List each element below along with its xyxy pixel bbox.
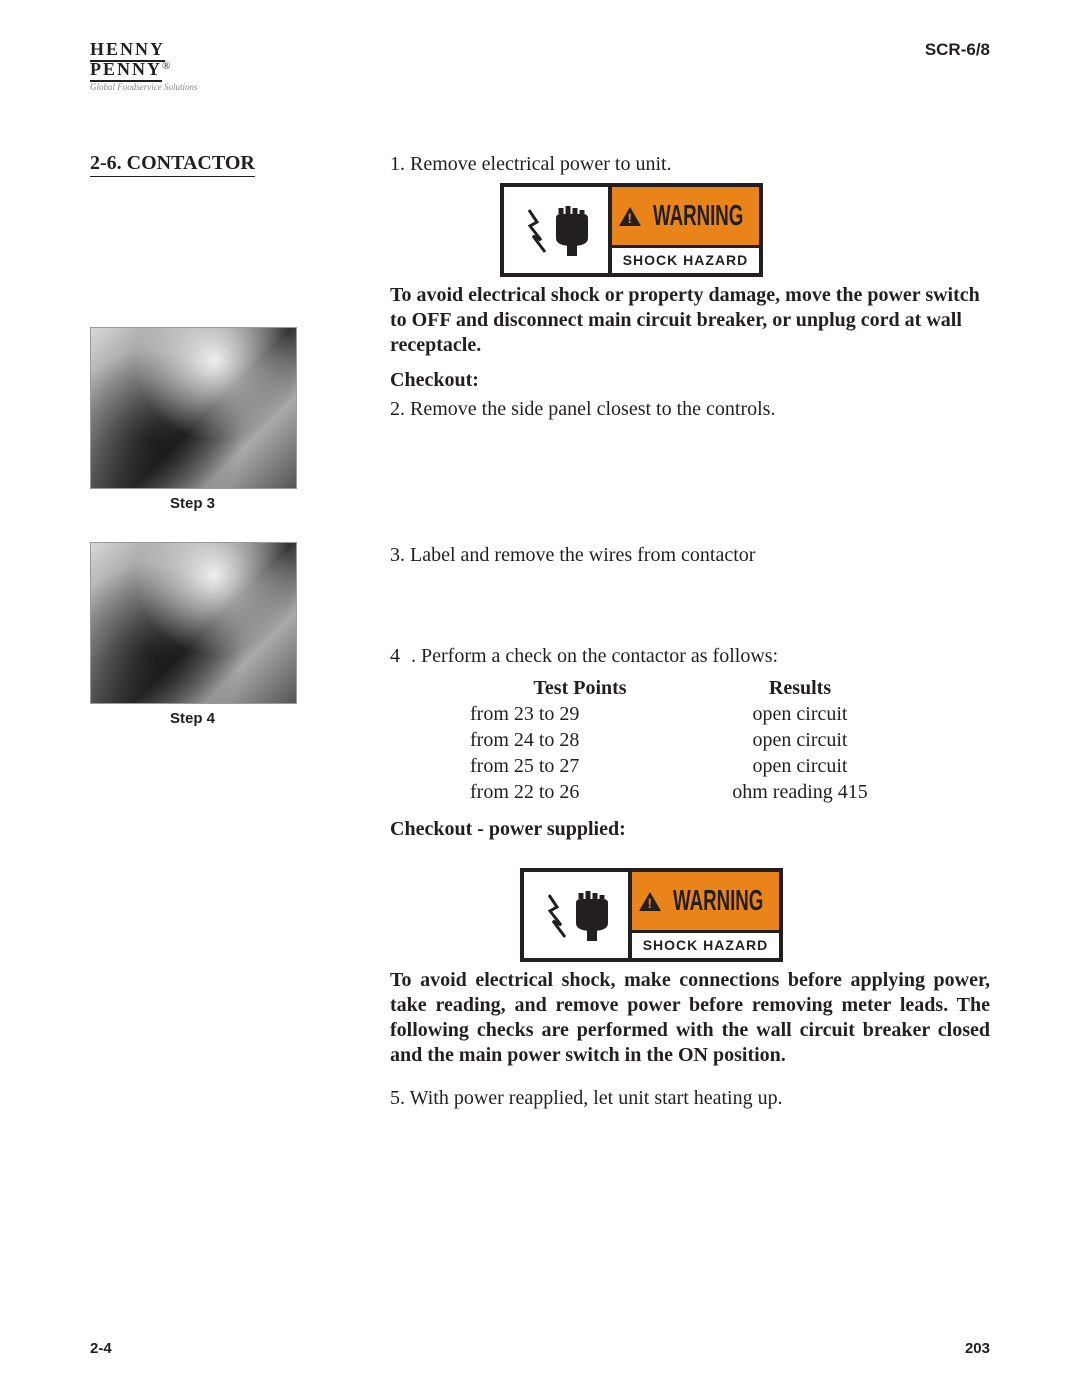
step-4-text: 4 . Perform a check on the contactor as … xyxy=(390,644,990,669)
logo-tagline: Global Foodservice Solutions xyxy=(90,82,235,92)
step-5-text: 5. With power reapplied, let unit start … xyxy=(390,1086,990,1111)
table-row: from 25 to 27 open circuit xyxy=(470,753,990,779)
spacer xyxy=(390,428,990,543)
warning-right-panel: WARNING SHOCK HAZARD xyxy=(612,187,759,273)
table-row: from 23 to 29 open circuit xyxy=(470,701,990,727)
figure-caption: Step 3 xyxy=(90,495,295,512)
table-row: from 24 to 28 open circuit xyxy=(470,727,990,753)
checkout-power-heading: Checkout - power supplied: xyxy=(390,817,990,842)
table-row: from 22 to 26 ohm reading 415 xyxy=(470,779,990,805)
shock-icon xyxy=(524,872,632,958)
logo-text: HENNY PENNY xyxy=(90,39,165,82)
cell-result: open circuit xyxy=(690,727,910,753)
warning-right-panel: WARNING SHOCK HAZARD xyxy=(632,872,779,958)
content-columns: 2-6. CONTACTOR Step 3 Step 4 1. Remove e… xyxy=(90,152,990,1117)
warning-2-text: To avoid electrical shock, make connecti… xyxy=(390,968,990,1068)
document-id: SCR-6/8 xyxy=(925,40,990,60)
figure-step-4: Step 4 xyxy=(90,542,390,727)
spacer xyxy=(390,842,990,862)
page: HENNY PENNY® Global Foodservice Solution… xyxy=(0,0,1080,1397)
cell-test-point: from 25 to 27 xyxy=(470,753,690,779)
warning-header-bar: WARNING xyxy=(612,187,759,245)
warning-word: WARNING xyxy=(653,198,743,234)
spacer xyxy=(390,574,990,644)
cell-test-point: from 23 to 29 xyxy=(470,701,690,727)
step-2-text: 2. Remove the side panel closest to the … xyxy=(390,397,990,422)
section-title: 2-6. CONTACTOR xyxy=(90,152,255,177)
cell-test-point: from 24 to 28 xyxy=(470,727,690,753)
cell-result: open circuit xyxy=(690,701,910,727)
step-4-body: . Perform a check on the contactor as fo… xyxy=(411,645,778,667)
step-1-text: 1. Remove electrical power to unit. xyxy=(390,152,990,177)
right-column: 1. Remove electrical power to unit. WARN… xyxy=(390,152,990,1117)
checkout-heading: Checkout: xyxy=(390,368,990,393)
figure-step-3: Step 3 xyxy=(90,327,390,512)
footer-page-number: 203 xyxy=(965,1340,990,1357)
cell-result: ohm reading 415 xyxy=(690,779,910,805)
col-header-results: Results xyxy=(690,675,910,701)
warning-sign: WARNING SHOCK HAZARD xyxy=(520,868,783,962)
table-header-row: Test Points Results xyxy=(470,675,990,701)
spacer xyxy=(390,1068,990,1086)
cell-test-point: from 22 to 26 xyxy=(470,779,690,805)
shock-icon xyxy=(504,187,612,273)
test-points-table: Test Points Results from 23 to 29 open c… xyxy=(470,675,990,805)
warning-1-text: To avoid electrical shock or property da… xyxy=(390,283,990,358)
step-4-number: 4 xyxy=(390,645,406,667)
page-footer: 2-4 203 xyxy=(90,1340,990,1357)
registered-mark: ® xyxy=(162,60,170,72)
col-header-test-points: Test Points xyxy=(470,675,690,701)
page-header: HENNY PENNY® Global Foodservice Solution… xyxy=(90,40,990,92)
warning-hazard-label: SHOCK HAZARD xyxy=(632,930,779,959)
figure-image-placeholder xyxy=(90,327,297,489)
warning-sign: WARNING SHOCK HAZARD xyxy=(500,183,763,277)
alert-triangle-icon xyxy=(619,207,641,226)
figure-caption: Step 4 xyxy=(90,710,295,727)
left-column: 2-6. CONTACTOR Step 3 Step 4 xyxy=(90,152,390,1117)
warning-hazard-label: SHOCK HAZARD xyxy=(612,245,759,274)
brand-logo: HENNY PENNY® Global Foodservice Solution… xyxy=(90,40,235,92)
step-3-text: 3. Label and remove the wires from conta… xyxy=(390,543,990,568)
figure-image-placeholder xyxy=(90,542,297,704)
warning-word: WARNING xyxy=(673,883,763,919)
warning-header-bar: WARNING xyxy=(632,872,779,930)
footer-page-section: 2-4 xyxy=(90,1340,112,1357)
alert-triangle-icon xyxy=(639,892,661,911)
cell-result: open circuit xyxy=(690,753,910,779)
